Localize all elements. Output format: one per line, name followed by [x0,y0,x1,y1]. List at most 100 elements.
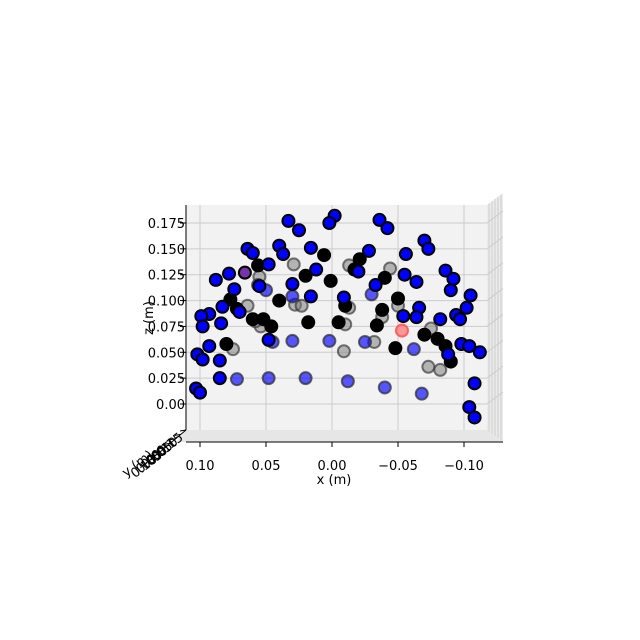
y-tick-mark [174,433,181,436]
data-point [298,268,313,283]
y-tick-mark [159,447,166,450]
z-tick-label: 0.150 [148,243,185,258]
data-point [256,312,271,327]
data-point [462,339,477,354]
data-point [309,262,324,277]
data-point [361,243,376,258]
data-point [409,310,424,325]
data-point [369,318,384,333]
y-axis-line [159,429,187,453]
data-point [441,347,456,362]
data-point [298,371,313,386]
data-point [417,327,432,342]
x-tick-label: 0.10 [186,459,215,474]
data-point [331,315,346,330]
data-point [467,410,482,425]
data-point [322,333,337,348]
z-axis-label: z (m) [142,301,157,335]
z-tick-label: 0.125 [148,269,185,284]
data-point [227,282,242,297]
data-point [292,223,306,238]
data-point [237,265,252,280]
data-point [261,257,276,272]
data-points [189,208,487,425]
data-point [286,257,301,272]
z-ticks: 0.00 0.025 0.050 0.075 0.100 0.125 0.150 0.175 [148,217,186,413]
data-point [301,315,316,330]
data-point [202,339,217,354]
data-point [463,288,478,303]
data-point [215,299,230,314]
data-point [398,247,413,262]
x-axis-label: x (m) [317,473,352,488]
y-tick-mark [169,438,176,441]
data-point [351,264,366,279]
data-point [208,272,223,287]
data-point [377,270,392,285]
data-point [252,279,267,294]
x-tick-label: 0.05 [252,459,281,474]
data-point [472,345,487,360]
data-point [322,216,337,230]
data-point [303,289,318,304]
z-tick-label: 0.025 [148,372,185,387]
data-point [214,316,229,331]
y-tick-mark [153,451,161,454]
data-point [421,359,436,374]
data-point [368,278,383,293]
data-point [336,290,351,305]
y-tick-mark [164,442,171,445]
data-point [421,241,436,256]
data-point [438,263,453,278]
data-point [336,344,351,359]
data-point [380,221,395,236]
data-point [375,302,390,317]
floor-pane [176,430,503,442]
data-point [414,386,429,401]
data-point [394,323,409,338]
data-point [406,342,421,357]
y-tick-mark [179,429,187,432]
data-point [285,289,300,304]
data-point [372,212,387,227]
x-tick-label: −0.05 [378,459,418,474]
data-point [285,277,300,292]
data-point [396,309,411,324]
data-point [467,376,482,391]
x-tick-label: −0.10 [444,459,484,474]
z-tick-label: 0.175 [148,217,185,232]
data-point [453,312,468,327]
data-point [261,332,276,347]
data-point [232,304,247,319]
data-point [358,334,372,349]
data-point [272,293,287,308]
data-point [276,247,291,262]
x-tick-label: 0.00 [318,459,347,474]
z-tick-label: 0.00 [156,398,185,413]
data-point [317,248,332,263]
data-point [219,337,234,352]
z-tick-label: 0.050 [148,346,185,361]
data-point [443,283,458,298]
data-point [285,333,300,348]
data-point [195,319,210,334]
data-point [281,213,296,228]
data-point [340,374,355,389]
z-tick-label: 0.075 [148,320,185,335]
data-point [195,352,210,367]
data-point [388,341,403,356]
data-point [245,245,260,260]
data-point [459,300,474,315]
side-grid-lines [486,194,504,441]
data-point [261,371,276,386]
data-point [446,271,461,286]
data-point [229,372,244,387]
data-point [433,312,448,327]
x-ticks: 0.10 0.05 0.00 −0.05 −0.10 [186,442,484,474]
data-point [212,353,227,368]
data-point [193,385,207,400]
data-point [294,298,309,313]
data-point [323,273,338,288]
data-point [409,274,424,289]
